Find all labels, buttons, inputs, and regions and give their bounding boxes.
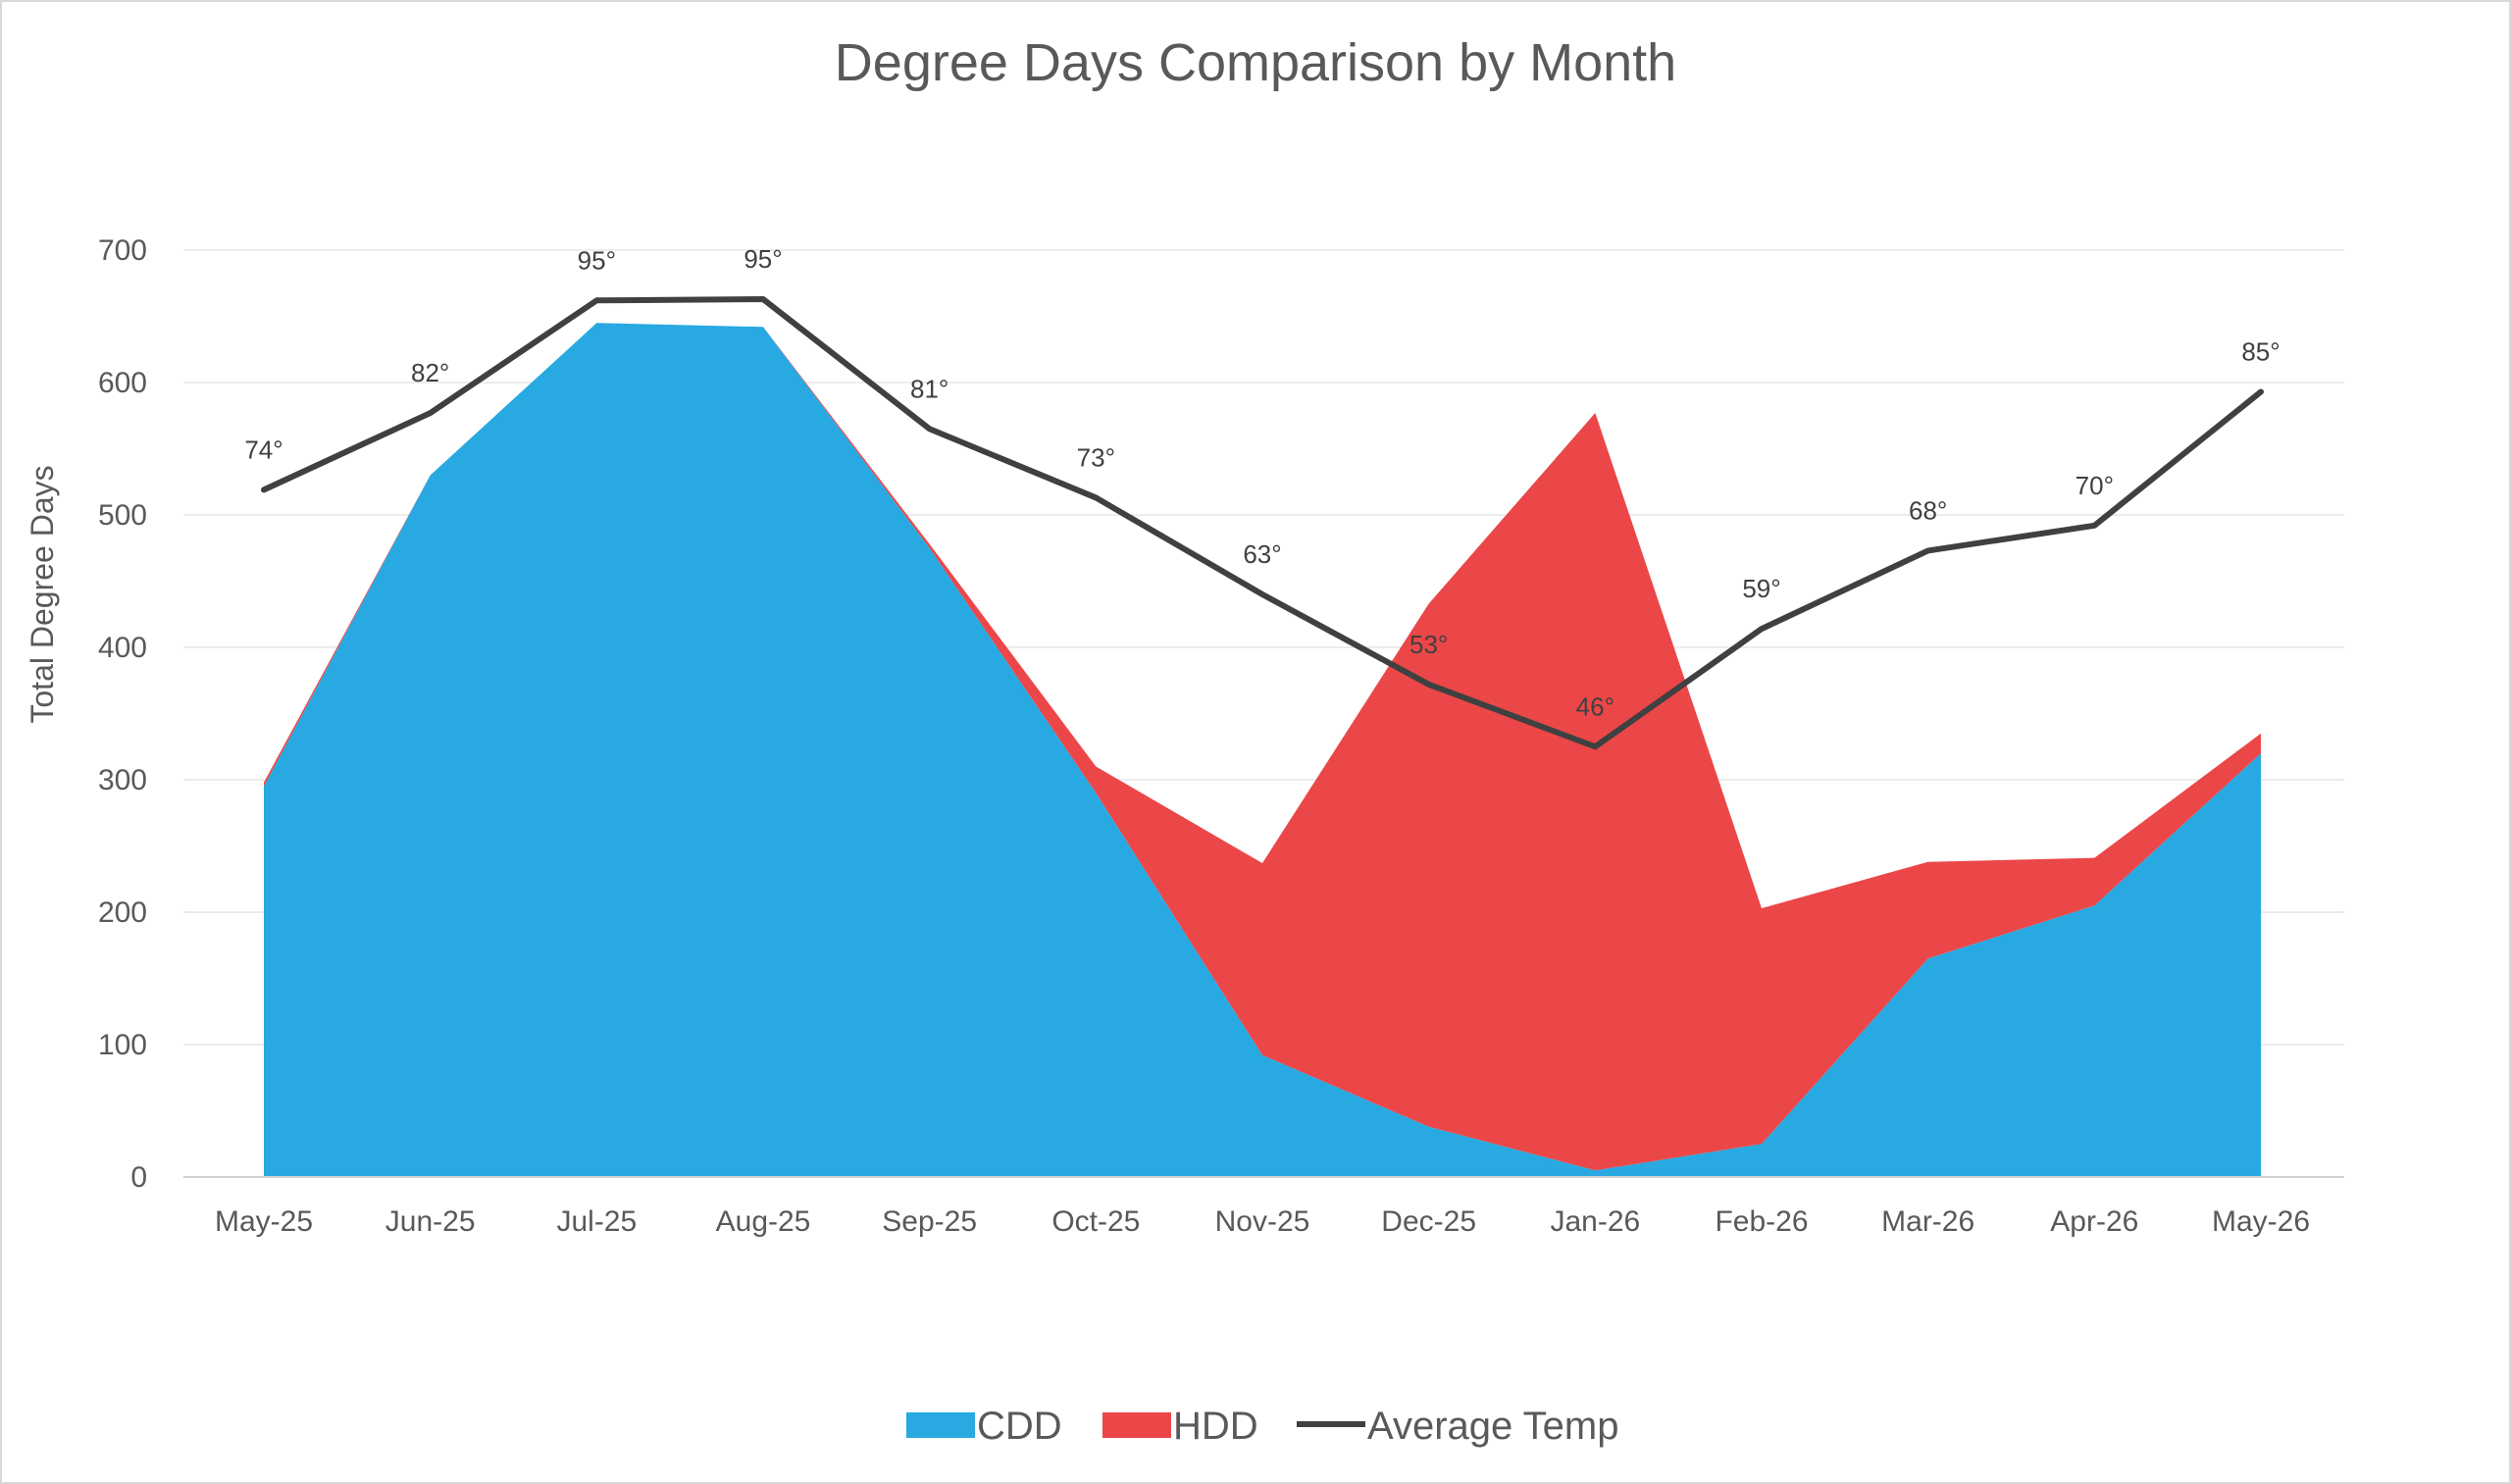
area-hdd	[264, 323, 2261, 1171]
x-tick-label: Jun-25	[385, 1205, 476, 1238]
area-cdd	[264, 323, 2261, 1177]
x-tick-label: Feb-26	[1715, 1205, 1808, 1238]
area-series	[264, 323, 2261, 1177]
temp-data-label: 95°	[578, 245, 616, 275]
temp-data-label: 95°	[743, 244, 782, 274]
temp-data-label: 85°	[2241, 336, 2280, 366]
y-tick-label: 600	[98, 367, 147, 399]
legend-swatch-cdd	[906, 1412, 975, 1438]
temp-data-label: 59°	[1742, 574, 1780, 603]
temp-data-label: 74°	[244, 435, 282, 464]
x-tick-label: Sep-25	[882, 1205, 977, 1238]
x-tick-label: Jan-26	[1550, 1205, 1640, 1238]
chart-title: Degree Days Comparison by Month	[835, 33, 1676, 92]
y-tick-label: 300	[98, 764, 147, 796]
x-tick-label: Mar-26	[1881, 1205, 1974, 1238]
legend-label-cdd: CDD	[977, 1405, 1062, 1448]
temp-data-label: 70°	[2075, 471, 2114, 500]
temp-data-label: 63°	[1243, 539, 1281, 569]
x-tick-label: Aug-25	[716, 1205, 811, 1238]
temp-data-label: 82°	[411, 358, 449, 387]
line-series	[261, 295, 2264, 750]
temp-data-label: 81°	[910, 374, 948, 403]
y-tick-label: 200	[98, 896, 147, 929]
x-tick-label: May-26	[2212, 1205, 2310, 1238]
y-axis-title: Total Degree Days	[25, 465, 60, 723]
x-tick-label: Oct-25	[1051, 1205, 1140, 1238]
x-tick-label: Nov-25	[1215, 1205, 1310, 1238]
legend-swatch-hdd	[1102, 1412, 1171, 1438]
y-tick-label: 500	[98, 499, 147, 532]
x-tick-label: May-25	[215, 1205, 313, 1238]
data-labels: 74° 82° 95° 95° 81° 73° 63° 53° 46° 59° 68° 70° 85°	[244, 244, 2280, 721]
temp-data-label: 53°	[1409, 630, 1448, 659]
y-tick-label: 700	[98, 234, 147, 267]
x-tick-label: Dec-25	[1381, 1205, 1476, 1238]
axes: 0 100 200 300 400 500 600 700 May-25 Jun-25 Jul-25…	[98, 234, 2344, 1238]
temp-data-label: 68°	[1909, 495, 1947, 525]
legend: CDD HDD Average Temp	[906, 1405, 1618, 1448]
y-tick-label: 100	[98, 1029, 147, 1061]
temp-data-label: 46°	[1576, 691, 1614, 721]
y-tick-label: 400	[98, 632, 147, 664]
legend-label-average-temp: Average Temp	[1367, 1405, 1618, 1448]
x-tick-label: Apr-26	[2050, 1205, 2138, 1238]
legend-label-hdd: HDD	[1173, 1405, 1258, 1448]
line-average-temp	[261, 295, 2264, 750]
temp-data-label: 73°	[1077, 442, 1115, 472]
x-tick-label: Jul-25	[556, 1205, 637, 1238]
y-tick-label: 0	[130, 1161, 147, 1194]
